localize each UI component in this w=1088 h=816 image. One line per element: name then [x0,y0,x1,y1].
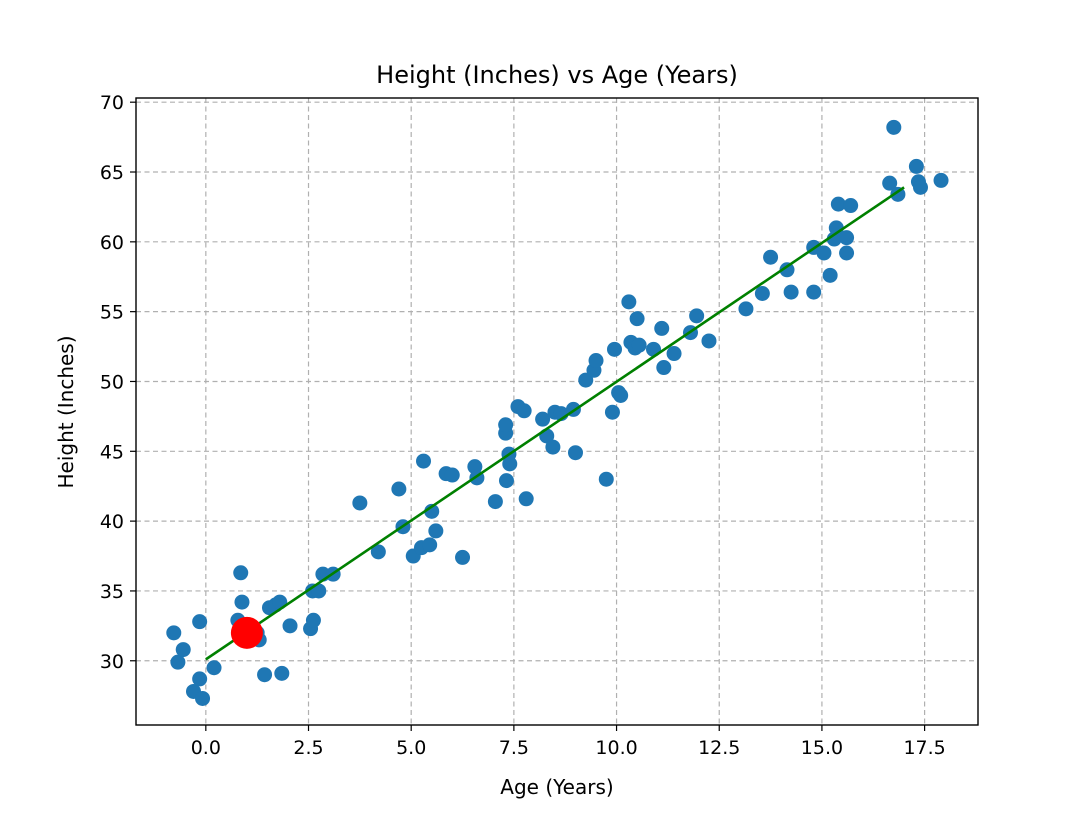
data-point [233,565,249,581]
data-point [467,459,483,475]
data-point [487,494,503,510]
x-tick-label: 5.0 [396,737,426,759]
data-point [282,618,298,634]
data-point [908,158,924,174]
regression-line [205,186,905,661]
data-point [933,172,949,188]
data-point [455,549,471,565]
data-point [428,523,444,539]
data-point [839,230,855,246]
data-point [518,491,534,507]
data-point [912,179,928,195]
data-point [843,198,859,214]
data-point [416,453,432,469]
grid-layer [136,98,978,725]
data-point [170,654,186,670]
data-point [305,612,321,628]
data-points [166,119,949,706]
data-point [192,614,208,630]
data-point [391,481,407,497]
data-point [754,286,770,302]
y-tick-label: 55 [100,302,124,324]
data-point [629,311,645,327]
data-point [654,320,670,336]
data-point [763,249,779,265]
data-point [779,262,795,278]
data-point [311,583,327,599]
data-point [822,267,838,283]
data-point [604,404,620,420]
data-point [535,411,551,427]
data-point [424,503,440,519]
y-tick-label: 35 [100,581,124,603]
data-point [701,333,717,349]
x-axis-label: Age (Years) [500,775,613,799]
data-point [422,537,438,553]
data-point [689,308,705,324]
data-point [621,294,637,310]
data-point [613,387,629,403]
data-point [175,642,191,658]
data-point [370,544,386,560]
y-tick-label: 45 [100,441,124,463]
data-point [166,625,182,641]
data-point [498,473,514,489]
x-axis-ticks: 0.0 2.5 5.0 7.5 10.0 12.5 15.0 17.5 [191,725,946,759]
data-point [588,353,604,369]
data-point [206,660,222,676]
data-point [274,665,290,681]
x-tick-label: 0.0 [191,737,221,759]
data-point [598,471,614,487]
data-point [806,284,822,300]
data-point [234,594,250,610]
y-tick-label: 40 [100,511,124,533]
highlighted-point [230,616,263,649]
data-point [816,245,832,261]
data-point [738,301,754,317]
data-point [839,245,855,261]
data-point [631,337,647,353]
data-point [192,671,208,687]
x-tick-label: 10.0 [595,737,637,759]
x-tick-label: 7.5 [499,737,529,759]
data-point [890,186,906,202]
y-tick-label: 70 [100,92,124,114]
y-tick-label: 60 [100,232,124,254]
highlight-layer [230,616,263,649]
data-point [666,346,682,362]
data-point [607,341,623,357]
data-point [257,667,273,683]
x-tick-label: 15.0 [801,737,843,759]
data-point [830,196,846,212]
data-point [195,690,211,706]
chart-title: Height (Inches) vs Age (Years) [376,61,738,89]
data-point [444,467,460,483]
data-point [545,439,561,455]
y-tick-label: 50 [100,371,124,393]
y-tick-label: 30 [100,651,124,673]
y-axis-label: Height (Inches) [54,335,78,488]
plot-frame [135,97,979,726]
y-tick-label: 65 [100,162,124,184]
data-point [882,175,898,191]
data-point [567,445,583,461]
data-point [886,119,902,135]
fit-line-layer [205,186,905,661]
x-tick-label: 17.5 [903,737,945,759]
data-point [352,495,368,511]
x-tick-label: 12.5 [698,737,740,759]
data-point [516,403,532,419]
data-point [826,231,842,247]
y-axis-ticks: 30 35 40 45 50 55 60 65 70 [100,92,136,673]
data-point [783,284,799,300]
x-tick-label: 2.5 [293,737,323,759]
data-point [502,456,518,472]
data-point [656,360,672,376]
data-point [498,417,514,433]
